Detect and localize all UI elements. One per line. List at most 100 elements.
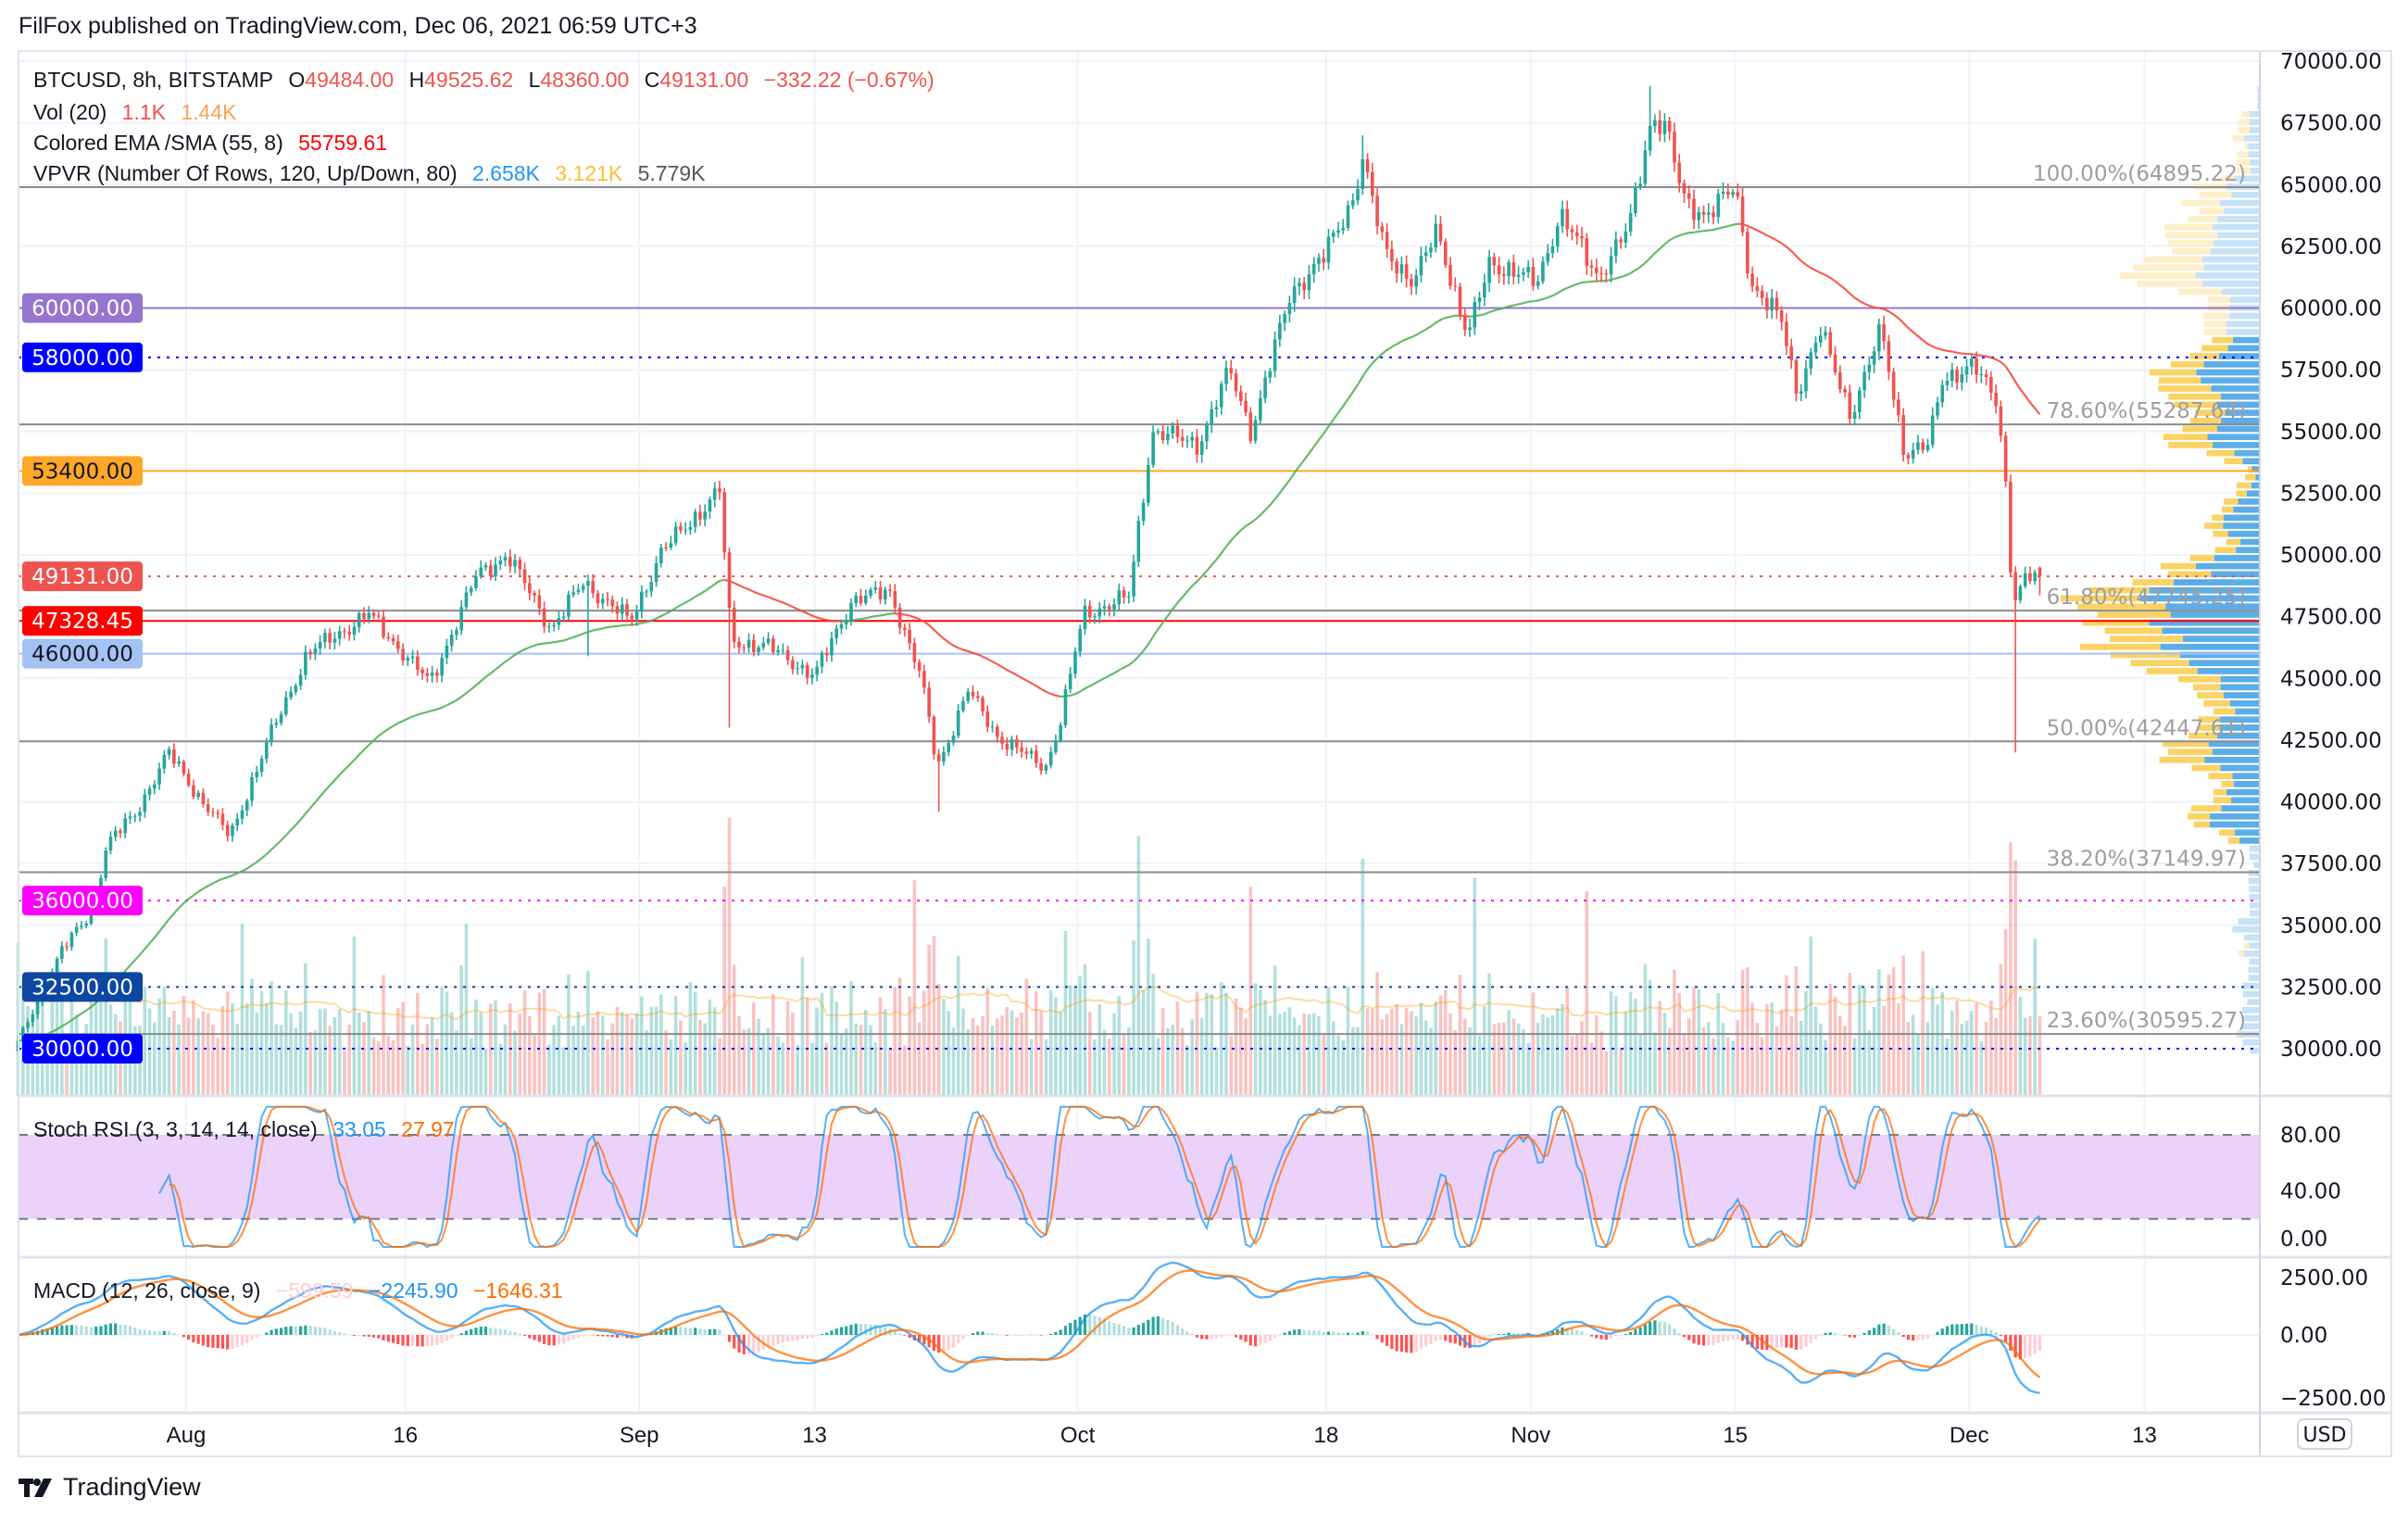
candle-body — [1638, 183, 1642, 187]
volume-bar — [640, 996, 644, 1096]
candle — [143, 788, 147, 818]
price-level-label[interactable]: 58000.00 — [22, 342, 143, 372]
macd-histogram-bar — [1307, 1330, 1311, 1335]
macd-histogram-bar — [123, 1325, 127, 1335]
candle — [1020, 741, 1023, 758]
candle — [1219, 381, 1223, 415]
macd-histogram-bar — [1365, 1331, 1370, 1335]
vpvr-down-bar — [2168, 442, 2213, 448]
candle-body — [1156, 431, 1160, 433]
price-level-label[interactable]: 47328.45 — [22, 606, 143, 636]
vpvr-down-bar — [2238, 950, 2244, 957]
volume-bar — [1502, 1022, 1506, 1096]
candle — [1589, 259, 1594, 277]
volume-bar — [796, 1044, 799, 1096]
volume-bar — [1268, 1015, 1273, 1096]
candle — [995, 724, 999, 743]
macd-name[interactable]: MACD (12, 26, close, 9) — [33, 1278, 261, 1303]
volume-name[interactable]: Vol (20) — [33, 100, 107, 124]
currency-button[interactable]: USD — [2297, 1418, 2352, 1450]
close-value: 49131.00 — [659, 68, 749, 92]
volume-bar — [1029, 1038, 1034, 1096]
macd-histogram-bar — [537, 1335, 541, 1342]
candle-body — [337, 631, 342, 639]
volume-bar — [469, 1038, 473, 1096]
vpvr-down-bar — [2227, 837, 2240, 844]
vpvr-down-bar — [2149, 369, 2197, 376]
candle-body — [284, 697, 288, 715]
vpvr-name[interactable]: VPVR (Number Of Rows, 120, Up/Down, 80) — [33, 161, 458, 185]
stoch-rsi-name[interactable]: Stoch RSI (3, 3, 14, 14, close) — [33, 1117, 318, 1141]
vpvr-up-bar — [2233, 506, 2260, 513]
symbol-name[interactable]: BTCUSD, 8h, BITSTAMP — [33, 68, 274, 92]
candle — [459, 599, 463, 636]
vpvr-up-bar — [2209, 812, 2260, 820]
candle — [1634, 182, 1637, 217]
tradingview-logo[interactable]: TradingView — [19, 1473, 201, 1502]
candle-body — [581, 585, 585, 590]
macd-histogram-bar — [669, 1328, 672, 1335]
candle — [1760, 284, 1764, 306]
candle-body — [903, 627, 907, 630]
candle-body — [1785, 321, 1788, 346]
price-level-label[interactable]: 46000.00 — [22, 638, 143, 669]
candle — [776, 645, 780, 656]
volume-bar — [815, 1007, 819, 1096]
candle — [1238, 385, 1243, 406]
candle-body — [1828, 332, 1833, 355]
candle-body — [1443, 241, 1448, 266]
volume-bar — [1419, 1002, 1423, 1096]
volume-bar — [908, 996, 911, 1096]
volume-bar — [1979, 1041, 1984, 1096]
price-level-label[interactable]: 49131.00 — [22, 561, 143, 592]
price-level-label[interactable]: 53400.00 — [22, 456, 143, 486]
volume-bar — [65, 1040, 69, 1096]
vpvr-down-bar — [2203, 321, 2226, 328]
macd-histogram-bar — [1317, 1330, 1321, 1335]
ema-name[interactable]: Colored EMA /SMA (55, 8) — [33, 131, 283, 155]
candle — [1147, 457, 1150, 507]
volume-bar — [1740, 970, 1745, 1096]
macd-histogram-bar — [1346, 1332, 1350, 1335]
volume-bar — [727, 818, 732, 1096]
candle — [606, 591, 609, 607]
candle — [1837, 365, 1842, 394]
vpvr-down-bar — [2104, 627, 2163, 635]
candle — [1692, 189, 1696, 230]
candle — [1852, 404, 1857, 425]
volume-bar — [1365, 1008, 1370, 1096]
time-axis-label: Dec — [1950, 1423, 1989, 1448]
candle-body — [1887, 341, 1891, 372]
macd-histogram-bar — [1614, 1335, 1618, 1337]
price-level-label[interactable]: 36000.00 — [22, 886, 143, 916]
candle — [571, 585, 575, 598]
candle-body — [186, 774, 191, 786]
candle — [347, 624, 352, 641]
price-level-label[interactable]: 32500.00 — [22, 972, 143, 1002]
macd-histogram-bar — [201, 1335, 206, 1346]
volume-bar — [552, 1025, 556, 1096]
candle — [1068, 667, 1072, 693]
candle-body — [1794, 359, 1799, 394]
vpvr-up-bar — [2195, 562, 2260, 570]
candle-body — [1984, 374, 1988, 377]
price-level-label[interactable]: 60000.00 — [22, 293, 143, 323]
macd-histogram-bar — [65, 1325, 69, 1335]
candle-body — [289, 691, 293, 698]
candle-body — [177, 761, 181, 764]
volume-bar — [810, 1042, 814, 1096]
macd-histogram-bar — [1833, 1333, 1837, 1335]
price-axis-tick: 50000.00 — [2280, 544, 2382, 568]
volume-bar — [834, 1001, 839, 1096]
candle — [1039, 757, 1043, 775]
volume-bar — [1964, 1020, 1969, 1096]
macd-histogram-bar — [1263, 1335, 1267, 1343]
price-level-label[interactable]: 30000.00 — [22, 1034, 143, 1064]
price-axis-bg[interactable] — [2260, 51, 2391, 1413]
candle — [936, 749, 941, 812]
volume-bar — [1692, 987, 1696, 1096]
candle — [1555, 222, 1560, 253]
volume-bar — [1059, 1012, 1062, 1096]
volume-bar — [1298, 1025, 1301, 1096]
